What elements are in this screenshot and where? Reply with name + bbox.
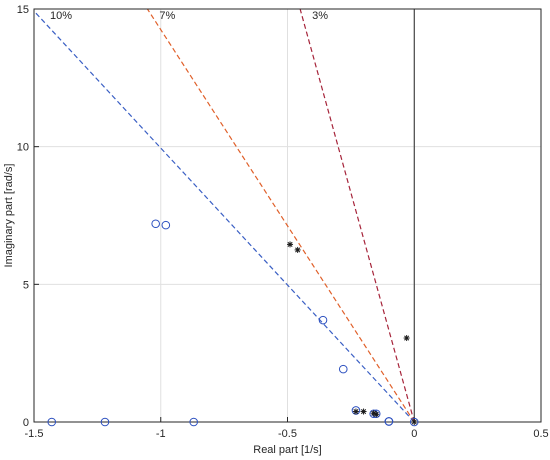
asterisk-stroke — [353, 408, 359, 415]
pole-circle-marker — [369, 409, 378, 419]
damping-label: 7% — [159, 10, 175, 22]
chart-labels: 10% 7% 3% -1.5 -1 -0.5 0 0.5 0 5 10 15 Real part [1/… — [3, 4, 549, 456]
pole-asterisk-marker — [403, 335, 410, 342]
asterisk-stroke — [287, 241, 293, 247]
asterisk-stroke — [404, 335, 410, 341]
asterisk-stroke — [411, 419, 417, 425]
grid-lines — [33, 8, 542, 423]
pole-circle-marker — [338, 364, 348, 374]
pole-circle-marker — [371, 409, 381, 419]
pole-asterisk-marker — [360, 408, 367, 415]
pole-asterisk-marker — [373, 411, 380, 418]
pole-circle-marker — [318, 315, 328, 325]
pole-asterisk-marker — [294, 246, 301, 253]
axes — [33, 8, 542, 423]
pole-circle-marker — [189, 417, 199, 427]
pole-circle-marker — [384, 417, 394, 426]
pole-circle-marker — [161, 220, 171, 230]
asterisk-stroke — [371, 410, 377, 416]
asterisk-stroke — [360, 408, 367, 415]
asterisk-stroke — [373, 411, 379, 417]
x-tick-label: -0.5 — [278, 428, 297, 440]
pole-circle-marker — [409, 417, 419, 427]
x-tick-label: 0 — [411, 428, 417, 440]
x-tick-label: -1.5 — [25, 428, 44, 440]
data-markers — [47, 219, 419, 427]
y-tick-label: 15 — [17, 4, 29, 16]
x-tick-label: -1 — [156, 428, 166, 440]
damping-line-0.1 — [33, 10, 415, 423]
x-tick-label: 0.5 — [533, 428, 548, 440]
y-tick-label: 0 — [23, 417, 29, 429]
pole-asterisk-marker — [287, 241, 294, 248]
pole-circle-marker — [100, 417, 110, 427]
y-tick-label: 5 — [23, 279, 29, 291]
damping-label: 10% — [50, 10, 72, 22]
x-axis-title: Real part [1/s] — [253, 444, 321, 456]
damping-lines — [33, 8, 415, 423]
y-axis-title: Imaginary part [rad/s] — [3, 164, 15, 268]
damping-line-0.07 — [146, 8, 415, 423]
pole-circle-marker — [151, 219, 160, 229]
damping-label: 3% — [312, 10, 328, 22]
pole-asterisk-marker — [370, 410, 377, 417]
pole-asterisk-marker — [411, 419, 418, 425]
y-tick-label: 10 — [17, 142, 29, 154]
pole-asterisk-marker — [352, 408, 359, 415]
pole-circle-marker — [47, 417, 57, 427]
asterisk-stroke — [295, 247, 301, 253]
